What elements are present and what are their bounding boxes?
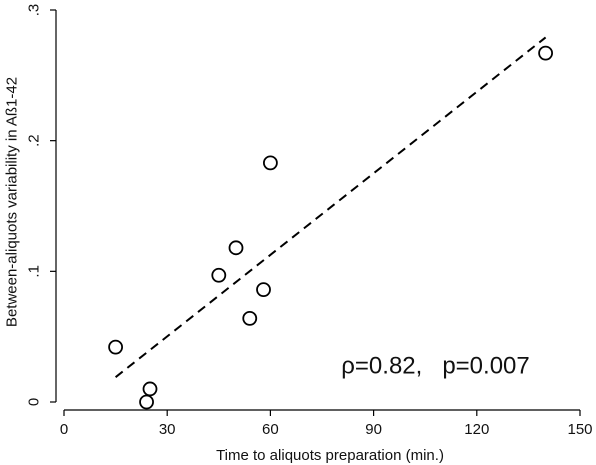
x-tick-label: 60 [262, 421, 279, 438]
y-tick-label: .1 [26, 265, 43, 278]
y-axis-title: Between-aliquots variability in Aß1-42 [4, 77, 21, 327]
data-point [228, 240, 244, 256]
x-tick-label: 0 [60, 421, 68, 438]
axes [50, 9, 581, 416]
x-tick-label: 150 [567, 421, 592, 438]
x-tick-label: 120 [464, 421, 489, 438]
data-point [256, 282, 271, 298]
data-points [108, 45, 553, 410]
y-tick-label: .3 [26, 4, 43, 17]
y-tick-label: 0 [26, 398, 43, 406]
data-point [242, 310, 258, 326]
labels: 0 30 60 90 120 150 0 .1 .2 .3 Time to aliquots pre… [4, 4, 593, 464]
correlation-annotation: ρ=0.82, p=0.007 [341, 352, 529, 379]
data-point [262, 155, 278, 171]
data-point [108, 339, 123, 355]
x-axis-title: Time to aliquots preparation (min.) [216, 447, 444, 464]
x-tick-label: 90 [365, 421, 382, 438]
data-point [211, 267, 227, 283]
data-point [538, 45, 553, 61]
data-point [142, 381, 158, 397]
data-point [139, 394, 154, 410]
fit-line-group [114, 36, 547, 378]
fit-line [114, 36, 547, 378]
x-tick-label: 30 [159, 421, 176, 438]
y-tick-label: .2 [26, 134, 43, 147]
